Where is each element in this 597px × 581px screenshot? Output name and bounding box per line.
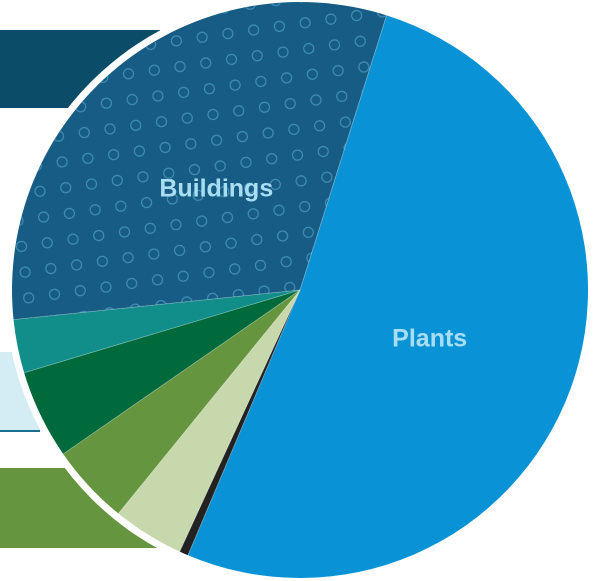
slice-divider	[187, 289, 301, 556]
pie-slice-pattern	[12, 2, 387, 320]
pie-slice-segment-4	[24, 290, 301, 454]
pie-label-plants: Plants	[392, 325, 467, 353]
slice-divider	[299, 15, 387, 291]
pie-slice-segment-5	[13, 290, 301, 373]
pie-slice-segment-3	[63, 290, 300, 514]
pie-slice-plants	[187, 15, 589, 579]
slice-divider	[24, 289, 301, 374]
pie-slices	[5, 0, 595, 581]
pie-labels: Plants Buildings	[159, 174, 467, 352]
slice-divider	[179, 289, 301, 552]
pie-label-buildings: Buildings	[159, 174, 273, 202]
slice-divider	[118, 289, 301, 514]
pie-slice-segment-2	[118, 290, 301, 552]
slice-divider	[13, 289, 301, 320]
pie-slice-segment-1	[179, 290, 300, 556]
slice-divider	[62, 289, 301, 455]
